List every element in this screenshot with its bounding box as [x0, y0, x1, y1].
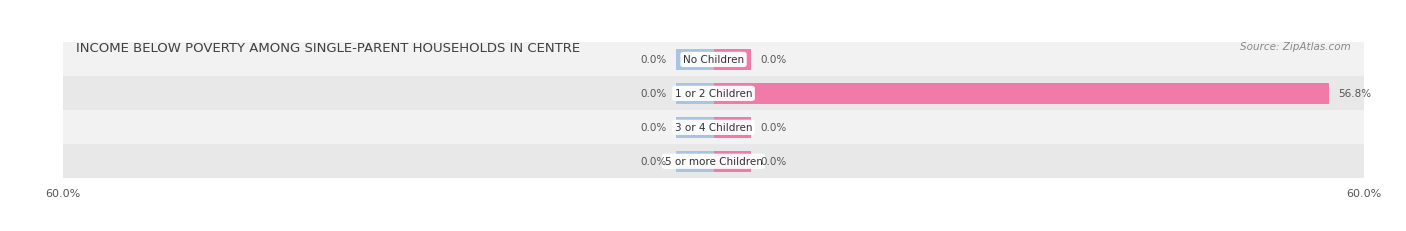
Text: Source: ZipAtlas.com: Source: ZipAtlas.com: [1240, 42, 1351, 52]
Bar: [676, 117, 713, 138]
Text: 0.0%: 0.0%: [641, 55, 666, 65]
Bar: [713, 83, 1329, 104]
Legend: Single Father, Single Mother: Single Father, Single Mother: [607, 228, 820, 231]
Bar: [63, 111, 1364, 145]
Bar: [713, 151, 751, 172]
Text: 1 or 2 Children: 1 or 2 Children: [675, 89, 752, 99]
Text: 0.0%: 0.0%: [761, 157, 786, 167]
Text: 0.0%: 0.0%: [641, 123, 666, 133]
Text: 3 or 4 Children: 3 or 4 Children: [675, 123, 752, 133]
Text: 0.0%: 0.0%: [641, 157, 666, 167]
Bar: [63, 145, 1364, 179]
Bar: [713, 117, 751, 138]
Text: 56.8%: 56.8%: [1337, 89, 1371, 99]
Bar: [676, 151, 713, 172]
Text: No Children: No Children: [683, 55, 744, 65]
Bar: [63, 77, 1364, 111]
Text: 5 or more Children: 5 or more Children: [665, 157, 762, 167]
Text: INCOME BELOW POVERTY AMONG SINGLE-PARENT HOUSEHOLDS IN CENTRE: INCOME BELOW POVERTY AMONG SINGLE-PARENT…: [76, 42, 581, 55]
Text: 0.0%: 0.0%: [761, 55, 786, 65]
Bar: [676, 50, 713, 71]
Text: 0.0%: 0.0%: [641, 89, 666, 99]
Bar: [713, 50, 751, 71]
Text: 0.0%: 0.0%: [761, 123, 786, 133]
Bar: [63, 43, 1364, 77]
Bar: [676, 83, 713, 104]
